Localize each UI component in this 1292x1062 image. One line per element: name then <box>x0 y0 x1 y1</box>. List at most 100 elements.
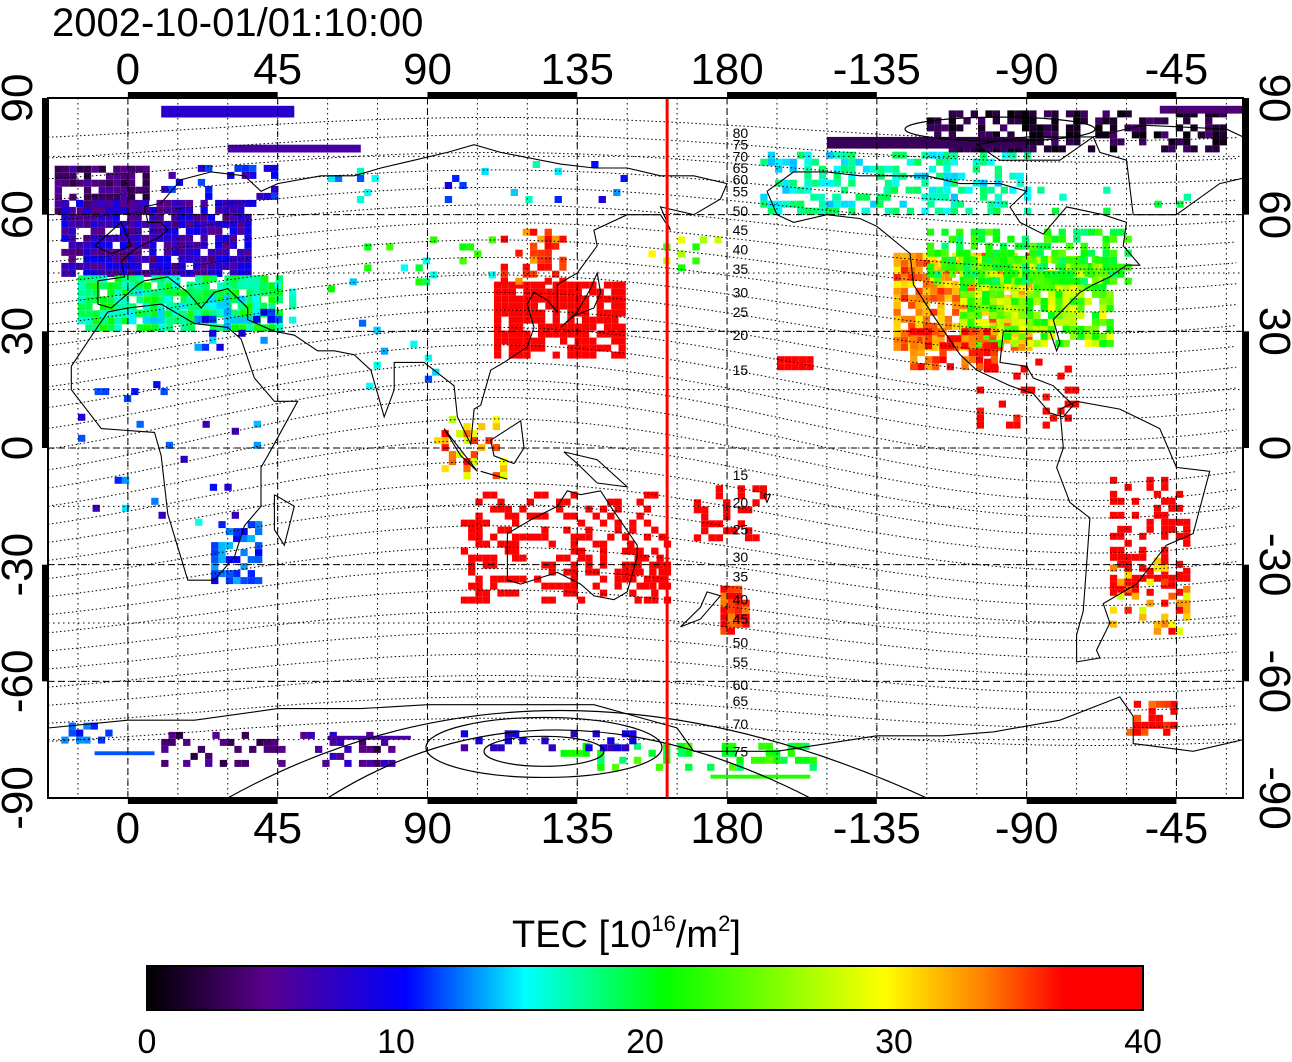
tec-cell <box>202 275 210 283</box>
tec-cell <box>1011 318 1019 326</box>
tec-cell <box>1183 131 1191 139</box>
tec-cell <box>234 745 242 753</box>
tec-cell <box>112 262 120 270</box>
tec-cell <box>61 234 69 242</box>
tec-cell <box>982 318 990 326</box>
tec-cell <box>193 262 201 270</box>
coastline <box>766 171 1141 418</box>
tec-cell <box>985 263 993 271</box>
tec-cell <box>799 356 807 364</box>
tec-cell <box>135 165 143 173</box>
tec-cell <box>597 749 605 757</box>
tec-cell <box>614 519 622 527</box>
tec-cell <box>983 349 991 357</box>
tec-cell <box>567 316 575 324</box>
tec-cell <box>54 165 62 173</box>
tec-cell <box>69 172 77 180</box>
tec-cell <box>1102 256 1110 264</box>
tec-cell <box>422 257 431 265</box>
tec-cell <box>544 235 552 243</box>
tec-cell <box>508 295 516 303</box>
tec-cell <box>149 255 157 263</box>
tec-cell <box>737 506 745 514</box>
mlat-contour <box>48 696 1237 729</box>
tec-cell <box>775 165 783 173</box>
tec-cell <box>227 171 235 179</box>
tec-cell <box>492 416 500 424</box>
tec-cell <box>1124 110 1132 118</box>
tec-cell <box>765 756 773 764</box>
tec-cell <box>127 234 135 242</box>
tec-cell <box>215 220 223 228</box>
tec-cell <box>1040 255 1048 263</box>
tec-cell <box>1126 728 1134 736</box>
tec-cell <box>200 227 208 235</box>
tec-cell <box>1161 525 1169 533</box>
tec-cell <box>985 249 993 257</box>
tec-cell <box>848 179 856 187</box>
tec-cell <box>840 151 849 159</box>
tec-cell <box>468 519 476 527</box>
tec-cell <box>247 535 255 543</box>
tec-cell <box>1205 145 1213 153</box>
tec-cell <box>530 295 538 303</box>
tec-cell <box>976 386 984 394</box>
tec-cell <box>1065 124 1074 132</box>
tec-cell <box>307 731 315 739</box>
tec-cell <box>501 302 509 310</box>
tec-cell <box>208 302 216 310</box>
tec-cell <box>789 200 797 208</box>
tec-cell <box>1043 235 1052 243</box>
tec-cell <box>1029 270 1037 278</box>
tec-cell <box>985 131 993 139</box>
tec-cell <box>1168 581 1176 589</box>
tec-cell <box>658 533 666 541</box>
tec-cell <box>833 151 841 159</box>
tec-cell <box>105 206 113 214</box>
tec-cell <box>149 241 157 249</box>
tec-cell <box>1018 311 1026 319</box>
mlat-contour <box>48 379 1237 463</box>
tec-cell <box>1183 606 1191 614</box>
tec-cell <box>574 337 582 345</box>
tec-cell <box>1065 110 1074 118</box>
tec-cell <box>157 309 165 317</box>
tec-cell <box>963 277 971 285</box>
tec-cell <box>1040 339 1048 347</box>
tec-cell <box>107 303 115 311</box>
tec-cell <box>468 533 476 541</box>
mlat-label-south: 30 <box>733 549 749 565</box>
tec-cell <box>1109 256 1118 264</box>
tec-cell <box>1124 571 1132 579</box>
tec-cell <box>948 124 956 132</box>
tec-cell <box>915 294 923 302</box>
tec-cell <box>840 158 849 166</box>
tec-cell <box>255 549 263 557</box>
tec-cell <box>1011 269 1019 277</box>
tec-cell <box>611 288 619 296</box>
tec-cell <box>1175 627 1184 635</box>
tec-cell <box>149 302 158 310</box>
tec-cell <box>946 363 954 371</box>
tec-cell <box>1212 124 1220 132</box>
tec-cell <box>78 275 86 283</box>
tec-cell <box>900 280 909 288</box>
tec-cell <box>908 273 916 281</box>
tec-cell <box>1109 476 1118 484</box>
tec-cell <box>1109 620 1118 628</box>
tec-cell <box>978 270 986 278</box>
tec-cell <box>560 330 568 338</box>
tec-cell <box>1190 145 1198 153</box>
tec-cell <box>563 589 571 597</box>
tec-cell <box>1212 131 1220 139</box>
tec-cell <box>545 288 553 296</box>
tec-cell <box>782 186 790 194</box>
mlat-label-south: 15 <box>733 467 749 483</box>
tec-cell <box>1062 311 1070 319</box>
tec-cell <box>186 316 194 324</box>
tec-cell <box>253 324 261 332</box>
tec-cell <box>596 295 604 303</box>
tec-cell <box>197 178 206 186</box>
tec-cell <box>948 131 956 139</box>
tec-cell <box>618 281 626 289</box>
